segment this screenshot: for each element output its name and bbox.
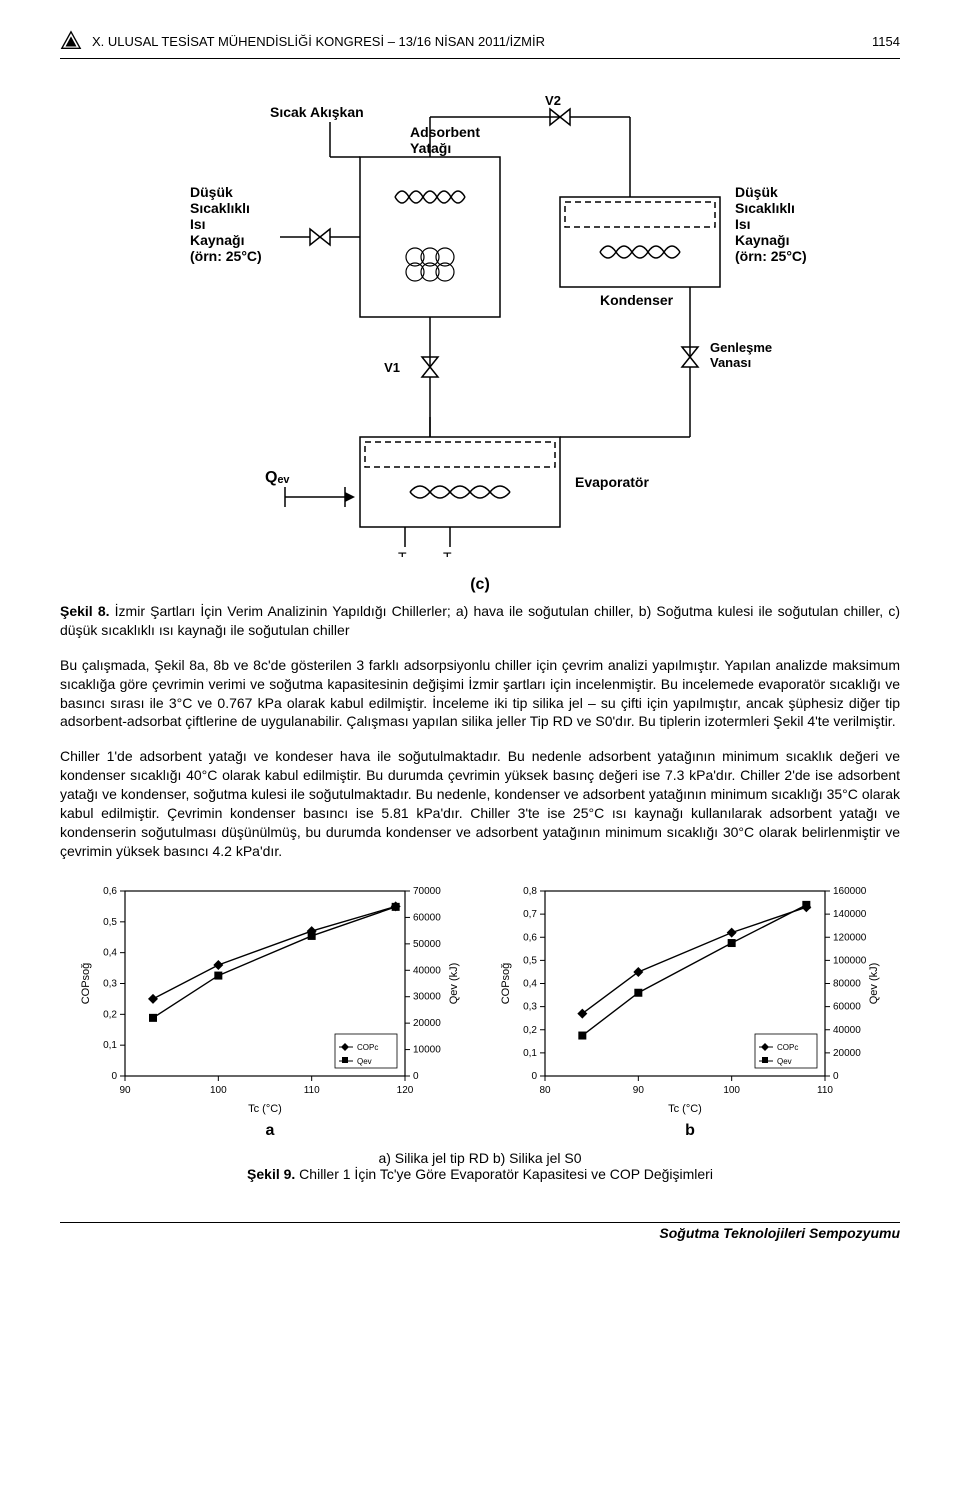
svg-text:Tc (°C): Tc (°C) — [668, 1103, 702, 1115]
conference-title: X. ULUSAL TESİSAT MÜHENDİSLİĞİ KONGRESİ … — [92, 34, 545, 49]
svg-text:Qev (kJ): Qev (kJ) — [868, 962, 880, 1004]
svg-text:COPsoğ: COPsoğ — [80, 962, 92, 1004]
svg-text:90: 90 — [119, 1085, 131, 1096]
paragraph-2: Chiller 1'de adsorbent yatağı ve kondese… — [60, 747, 900, 860]
svg-text:30000: 30000 — [413, 991, 441, 1002]
svg-text:0,2: 0,2 — [523, 1024, 537, 1035]
svg-text:0,4: 0,4 — [523, 978, 537, 989]
svg-text:0,3: 0,3 — [523, 1001, 537, 1012]
svg-text:Sıcak Akışkan: Sıcak Akışkan — [270, 104, 364, 120]
svg-text:(örn: 25°C): (örn: 25°C) — [190, 248, 262, 264]
page-footer: Soğutma Teknolojileri Sempozyumu — [60, 1222, 900, 1241]
svg-text:Vanası: Vanası — [710, 355, 751, 370]
svg-text:20000: 20000 — [413, 1018, 441, 1029]
svg-text:0: 0 — [531, 1071, 537, 1082]
svg-text:Kondenser: Kondenser — [600, 292, 674, 308]
svg-text:0,6: 0,6 — [523, 932, 537, 943]
svg-text:100000: 100000 — [833, 955, 867, 966]
svg-text:40000: 40000 — [833, 1024, 861, 1035]
svg-text:0,7: 0,7 — [523, 909, 537, 920]
svg-text:0,1: 0,1 — [523, 1048, 537, 1059]
svg-text:0,8: 0,8 — [523, 886, 537, 897]
svg-text:Qₑᵥ: Qₑᵥ — [265, 469, 289, 486]
svg-text:V1: V1 — [384, 360, 400, 375]
svg-text:40000: 40000 — [413, 965, 441, 976]
svg-text:0: 0 — [413, 1071, 419, 1082]
svg-text:0: 0 — [833, 1071, 839, 1082]
svg-text:110: 110 — [304, 1085, 320, 1096]
svg-text:Qev (kJ): Qev (kJ) — [448, 962, 460, 1004]
svg-text:Evaporatör: Evaporatör — [575, 474, 649, 490]
chart-b: 80 90 100 110 Tc (°C) 0 0,1 0,2 0,3 0,4 0,5 0,6 0,7 0… — [495, 881, 885, 1116]
svg-text:Isı: Isı — [190, 216, 206, 232]
svg-text:80: 80 — [539, 1085, 551, 1096]
paragraph-1: Bu çalışmada, Şekil 8a, 8b ve 8c'de göst… — [60, 656, 900, 732]
figure-8-label: Şekil 8. — [60, 603, 110, 619]
svg-text:Tc (°C): Tc (°C) — [248, 1103, 282, 1115]
svg-text:0,4: 0,4 — [103, 947, 117, 958]
figure-8-caption: Şekil 8. İzmir Şartları İçin Verim Anali… — [60, 602, 900, 640]
svg-text:Isı: Isı — [735, 216, 751, 232]
svg-text:100: 100 — [723, 1085, 740, 1096]
svg-text:T: T — [398, 549, 407, 557]
figure-8c-sublabel: (c) — [60, 576, 900, 594]
chart-b-letter: b — [685, 1122, 695, 1140]
publisher-logo-icon — [60, 30, 82, 52]
svg-text:70000: 70000 — [413, 886, 441, 897]
page-header: X. ULUSAL TESİSAT MÜHENDİSLİĞİ KONGRESİ … — [60, 30, 900, 52]
svg-text:COPc: COPc — [777, 1043, 798, 1052]
figure-9-caption: Şekil 9. Chiller 1 İçin Tc'ye Göre Evapo… — [60, 1166, 900, 1182]
svg-text:COPc: COPc — [357, 1043, 378, 1052]
chart-a: 90 100 110 120 Tc (°C) 0 0,1 0,2 0,3 0,4 0,5 0,6 COP… — [75, 881, 465, 1116]
svg-text:(örn: 25°C): (örn: 25°C) — [735, 248, 807, 264]
figure-9-text: Chiller 1 İçin Tc'ye Göre Evaporatör Kap… — [295, 1166, 713, 1182]
svg-text:Kaynağı: Kaynağı — [735, 232, 789, 248]
svg-text:0,3: 0,3 — [103, 978, 117, 989]
svg-text:Adsorbent: Adsorbent — [410, 124, 480, 140]
figure-9-subtitles: a) Silika jel tip RD b) Silika jel S0 — [60, 1150, 900, 1166]
svg-text:50000: 50000 — [413, 939, 441, 950]
svg-text:160000: 160000 — [833, 886, 867, 897]
svg-text:80000: 80000 — [833, 978, 861, 989]
svg-text:0,1: 0,1 — [103, 1040, 117, 1051]
svg-text:Qev: Qev — [777, 1057, 792, 1066]
svg-text:Sıcaklıklı: Sıcaklıklı — [190, 200, 250, 216]
svg-text:Qev: Qev — [357, 1057, 372, 1066]
svg-text:Kaynağı: Kaynağı — [190, 232, 244, 248]
chart-a-letter: a — [266, 1122, 275, 1140]
svg-text:0,2: 0,2 — [103, 1009, 117, 1020]
svg-text:100: 100 — [210, 1085, 227, 1096]
svg-text:Düşük: Düşük — [735, 184, 778, 200]
svg-text:120: 120 — [397, 1085, 414, 1096]
svg-text:120000: 120000 — [833, 932, 867, 943]
svg-text:140000: 140000 — [833, 909, 867, 920]
svg-text:60000: 60000 — [833, 1001, 861, 1012]
svg-text:Genleşme: Genleşme — [710, 340, 772, 355]
svg-text:Düşük: Düşük — [190, 184, 233, 200]
svg-text:60000: 60000 — [413, 912, 441, 923]
svg-text:COPsoğ: COPsoğ — [500, 962, 512, 1004]
svg-text:T: T — [443, 549, 452, 557]
figure-8c-diagram: AdsorbentYatağıSıcak AkışkanDüşükSıcaklı… — [60, 77, 900, 562]
figure-9-label: Şekil 9. — [247, 1166, 295, 1182]
figure-8-text: İzmir Şartları İçin Verim Analizinin Yap… — [60, 603, 900, 638]
svg-text:90: 90 — [633, 1085, 645, 1096]
header-divider — [60, 58, 900, 59]
svg-text:Sıcaklıklı: Sıcaklıklı — [735, 200, 795, 216]
svg-text:20000: 20000 — [833, 1048, 861, 1059]
svg-text:0,5: 0,5 — [103, 917, 117, 928]
svg-text:0: 0 — [111, 1071, 117, 1082]
figure-9-charts: 90 100 110 120 Tc (°C) 0 0,1 0,2 0,3 0,4 0,5 0,6 COP… — [60, 881, 900, 1140]
svg-text:10000: 10000 — [413, 1044, 441, 1055]
svg-text:0,6: 0,6 — [103, 886, 117, 897]
svg-text:0,5: 0,5 — [523, 955, 537, 966]
page-number: 1154 — [872, 34, 900, 49]
svg-text:V2: V2 — [545, 93, 561, 108]
svg-text:110: 110 — [817, 1085, 833, 1096]
